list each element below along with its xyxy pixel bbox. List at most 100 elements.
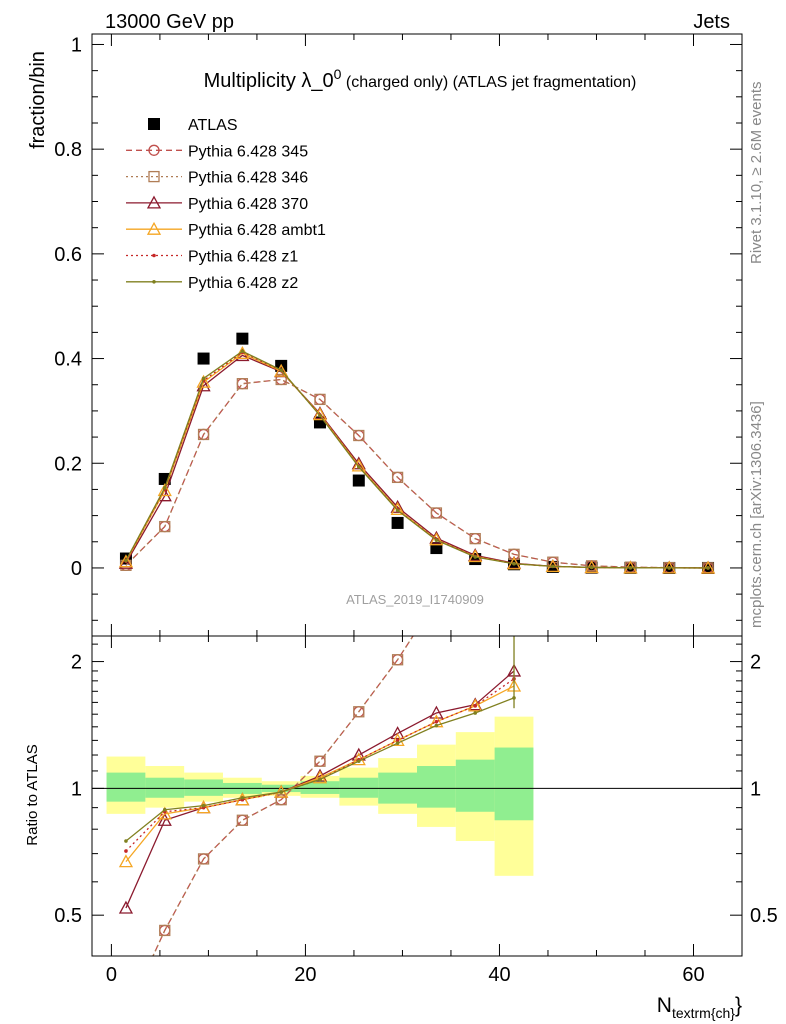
ratio-data-point (470, 565, 480, 575)
main-data-point (391, 471, 404, 484)
main-series-1 (120, 373, 714, 574)
ratio-data-point (470, 565, 480, 575)
ratio-data-point (395, 738, 400, 743)
main-data-point (157, 483, 172, 497)
ratio-data-point (197, 853, 210, 865)
ratio-data-point (196, 800, 211, 814)
ratio-data-point (124, 839, 128, 843)
ratio-data-point (124, 849, 128, 853)
legend-marker (146, 221, 162, 235)
main-series-6 (124, 349, 710, 570)
legend-label: Pythia 6.428 346 (188, 170, 308, 187)
main-data-point (236, 378, 249, 390)
main-data-point (275, 373, 287, 386)
main-data-point (162, 486, 167, 490)
main-y-ticks: 0 0.2 0.4 0.6 0.8 1 (54, 34, 742, 636)
ratio-y-tick-label-right: 2 (750, 652, 761, 674)
ratio-data-point (395, 741, 400, 746)
main-data-point (240, 349, 245, 354)
ratio-data-point (429, 705, 444, 719)
main-data-point (197, 352, 210, 365)
main-data-point (312, 407, 328, 421)
main-panel: 0 0.2 0.4 0.6 0.8 1 fraction/bin Multiplicity… (27, 33, 743, 637)
ratio-data-point (201, 803, 206, 808)
main-series-0 (119, 332, 715, 574)
ratio-data-point (390, 726, 405, 740)
main-data-point (512, 561, 516, 566)
ratio-series-5 (124, 696, 516, 843)
main-title-main: Multiplicity λ_0 (204, 70, 334, 92)
legend-marker (146, 195, 162, 209)
x-axis-label-main: N (657, 994, 672, 1017)
ratio-data-point (473, 711, 478, 715)
ratio-data-point (279, 790, 283, 794)
ratio-data-point (157, 812, 172, 826)
ratio-data-point (356, 759, 361, 764)
main-data-point (430, 507, 443, 519)
main-data-point (197, 428, 210, 441)
main-series-5 (124, 350, 710, 570)
side-text-top: Rivet 3.1.10, ≥ 2.6M events (748, 82, 765, 265)
side-text-bottom: mcplots.cern.ch [arXiv:1306.3436] (748, 401, 765, 628)
legend-item: Pythia 6.428 z2 (126, 275, 298, 292)
main-series-line (125, 352, 709, 569)
legend-item: Pythia 6.428 370 (126, 195, 308, 213)
ratio-data-point (473, 704, 478, 708)
ratio-data-point (118, 900, 134, 914)
main-data-point (236, 332, 249, 345)
main-data-point (706, 566, 710, 570)
main-title-sup: 0 (334, 66, 342, 82)
ratio-series-line (125, 678, 515, 852)
main-data-point (667, 566, 672, 570)
ratio-series-1 (152, 565, 480, 956)
legend-marker (152, 253, 156, 258)
legend-marker (148, 118, 160, 130)
main-series-line (125, 378, 709, 569)
main-data-point (351, 458, 366, 472)
x-tick-label: 40 (488, 964, 510, 986)
main-data-point (628, 565, 633, 570)
main-title-rest: (charged only) (ATLAS jet fragmentation) (341, 74, 636, 91)
x-axis-label: Ntextrm{ch}} (657, 994, 742, 1021)
main-series-2 (120, 373, 714, 574)
header-right: Jets (693, 11, 730, 33)
ratio-data-point (162, 807, 167, 812)
legend-item: Pythia 6.428 346 (126, 170, 308, 187)
main-data-point (159, 520, 171, 533)
main-data-point (201, 376, 206, 381)
ratio-band-inner (184, 779, 223, 796)
x-tick-label: 20 (294, 964, 316, 986)
main-data-point (118, 555, 134, 569)
ratio-band-inner (417, 766, 456, 808)
ratio-data-point (157, 806, 172, 820)
ratio-data-point (275, 794, 287, 806)
ratio-y-axis-label: Ratio to ATLAS (24, 744, 41, 845)
main-y-tick-label: 1 (71, 34, 82, 56)
main-data-point (279, 368, 283, 372)
legend-label: Pythia 6.428 ambt1 (188, 222, 326, 239)
main-title: Multiplicity λ_00 (charged only) (ATLAS … (204, 66, 637, 92)
ratio-data-point (236, 814, 249, 826)
x-tick-label: 0 (106, 964, 117, 986)
ratio-band-inner (339, 777, 379, 798)
legend-label: ATLAS (188, 117, 238, 134)
main-data-point (353, 429, 365, 442)
legend-marker (152, 280, 156, 284)
ratio-band-inner (106, 772, 146, 802)
legend-item: ATLAS (148, 117, 238, 134)
main-data-point (196, 374, 211, 388)
main-data-point (395, 508, 400, 513)
main-y-tick-label: 0.2 (54, 453, 82, 475)
main-data-point (390, 501, 405, 515)
main-series-line (125, 351, 709, 569)
main-data-point (508, 548, 520, 560)
main-data-point (314, 393, 326, 406)
ratio-data-point (434, 723, 439, 728)
x-tick-label: 60 (682, 964, 704, 986)
ratio-data-point (312, 770, 328, 784)
legend-marker (148, 144, 160, 156)
main-data-point (352, 474, 365, 487)
ratio-band-inner (455, 759, 495, 812)
legend-item: Pythia 6.428 ambt1 (126, 221, 326, 239)
main-series-line (125, 354, 709, 569)
